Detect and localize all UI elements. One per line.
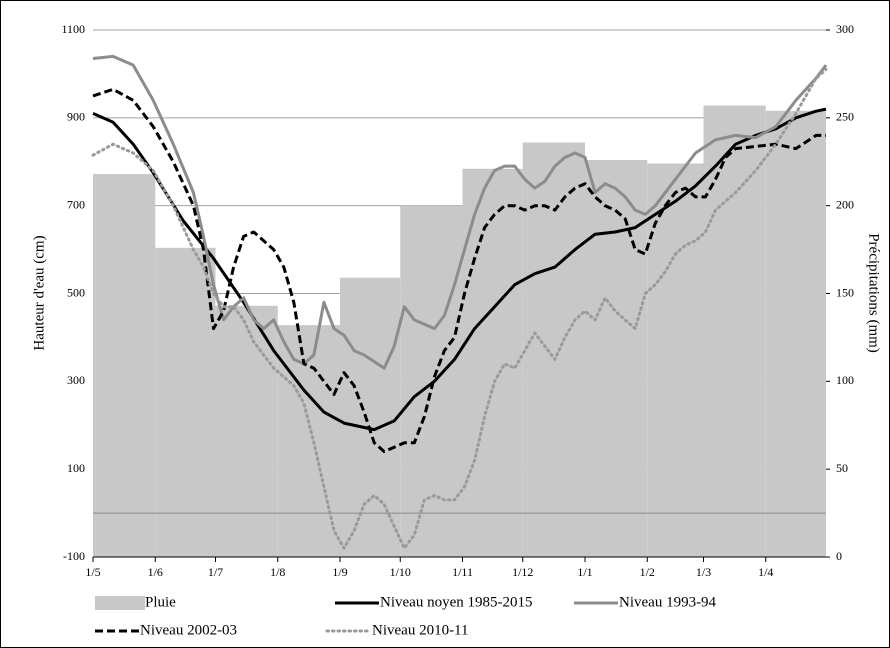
rain-bar <box>277 325 341 557</box>
x-tick-label: 1/10 <box>390 565 411 579</box>
rain-bar <box>93 174 156 557</box>
rain-bar <box>462 168 523 557</box>
x-tick-label: 1/4 <box>758 565 773 579</box>
x-tick-label: 1/2 <box>640 565 655 579</box>
x-tick-label: 1/7 <box>208 565 223 579</box>
level-line <box>92 107 827 432</box>
legend-label: Pluie <box>145 594 176 610</box>
y2-axis-label: Précipitations (mm) <box>866 233 882 353</box>
y2-tick-label: 250 <box>836 110 854 124</box>
y2-tick-label: 200 <box>836 197 854 211</box>
rain-bar <box>647 163 704 558</box>
y-tick-label: 500 <box>67 285 85 299</box>
x-tick-label: 1/9 <box>332 565 347 579</box>
y2-tick-label: 150 <box>836 285 854 299</box>
x-tick-label: 1/3 <box>696 565 711 579</box>
level-line <box>92 54 828 370</box>
x-tick-label: 1/5 <box>85 565 100 579</box>
x-tick-label: 1/12 <box>512 565 533 579</box>
y-tick-label: 700 <box>67 197 85 211</box>
legend-label: Niveau noyen 1985-2015 <box>380 594 532 610</box>
y2-tick-label: 100 <box>836 373 854 387</box>
legend-label: Niveau 2002-03 <box>140 622 237 638</box>
rain-bar <box>215 305 278 557</box>
y-tick-label: 100 <box>67 461 85 475</box>
level-line <box>91 68 828 550</box>
y2-tick-label: 0 <box>836 549 842 563</box>
y-tick-label: 900 <box>67 110 85 124</box>
rain-bar <box>703 105 766 557</box>
legend-label: Niveau 2010-11 <box>372 622 469 638</box>
level-line <box>92 87 826 454</box>
y-tick-label: 1100 <box>61 22 85 36</box>
y2-tick-label: 300 <box>836 22 854 36</box>
y2-tick-label: 50 <box>836 461 848 475</box>
legend-swatch <box>95 596 145 610</box>
y-axis-label: Hauteur d'eau (cm) <box>31 235 47 350</box>
x-tick-label: 1/8 <box>270 565 285 579</box>
y-tick-label: -100 <box>63 549 85 563</box>
rain-bar <box>522 142 586 557</box>
rain-bar <box>400 205 463 557</box>
legend-label: Niveau 1993-94 <box>619 594 717 610</box>
x-tick-label: 1/11 <box>452 565 473 579</box>
y-tick-label: 300 <box>67 373 85 387</box>
rain-bar <box>765 110 826 557</box>
rain-bar <box>340 277 401 557</box>
x-tick-label: 1/6 <box>148 565 163 579</box>
rain-bar <box>585 159 648 557</box>
x-tick-label: 1/1 <box>577 565 592 579</box>
rain-bar <box>155 247 216 557</box>
